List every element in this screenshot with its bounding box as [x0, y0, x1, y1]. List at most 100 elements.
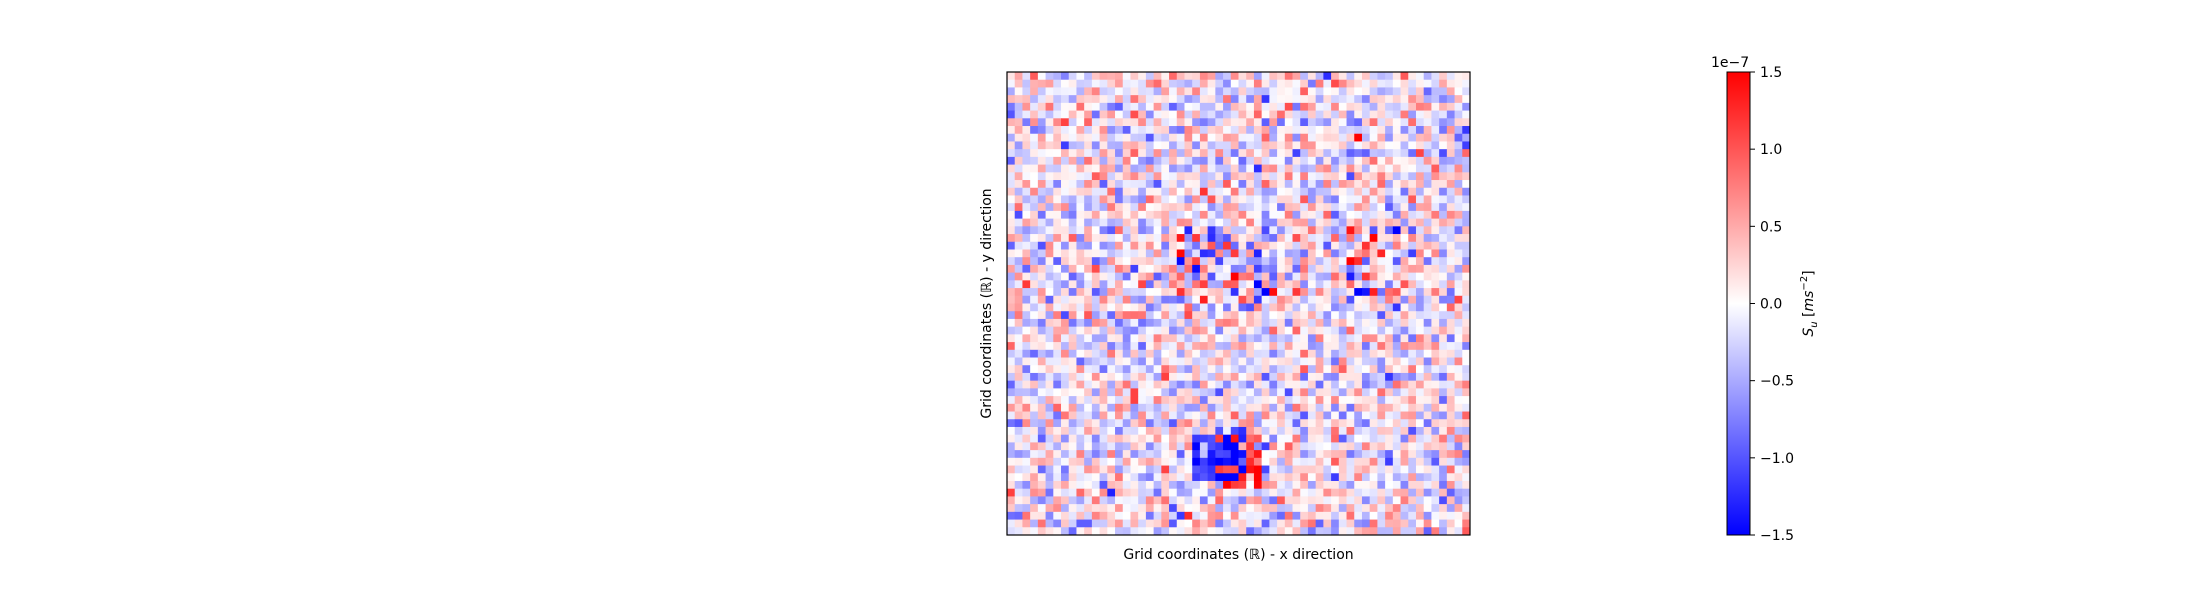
heatmap-cell — [1277, 133, 1286, 142]
heatmap-cell — [1192, 141, 1201, 150]
heatmap-cell — [1439, 465, 1448, 474]
heatmap-cell — [1323, 118, 1332, 127]
heatmap-cell — [1037, 450, 1046, 459]
heatmap-cell — [1431, 457, 1440, 466]
heatmap-cell — [1014, 357, 1023, 366]
heatmap-cell — [1385, 442, 1394, 451]
heatmap-cell — [1068, 257, 1077, 266]
heatmap-cell — [1184, 95, 1193, 104]
heatmap-cell — [1068, 195, 1077, 204]
heatmap-cell — [1145, 342, 1155, 351]
heatmap-cell — [1107, 295, 1116, 304]
heatmap-cell — [1269, 504, 1278, 513]
heatmap-cell — [1277, 342, 1286, 351]
heatmap-cell — [1261, 334, 1270, 343]
heatmap-cell — [1392, 264, 1401, 274]
heatmap-cell — [1454, 365, 1463, 374]
heatmap-cell — [1161, 210, 1170, 220]
heatmap-cell — [1292, 488, 1301, 497]
heatmap-cell — [1431, 372, 1440, 382]
heatmap-cell — [1014, 118, 1023, 127]
heatmap-cell — [1323, 465, 1332, 474]
heatmap-cell — [1169, 488, 1178, 497]
heatmap-cell — [1053, 527, 1062, 536]
heatmap-cell — [1115, 326, 1124, 335]
heatmap-cell — [1431, 102, 1440, 111]
heatmap-cell — [1446, 419, 1455, 428]
heatmap-cell — [1385, 272, 1394, 281]
heatmap-cell — [1207, 457, 1216, 466]
heatmap-cell — [1022, 126, 1031, 135]
heatmap-cell — [1014, 527, 1023, 536]
heatmap-cell — [1346, 342, 1355, 351]
heatmap-cell — [1346, 426, 1355, 436]
heatmap-cell — [1307, 311, 1317, 320]
heatmap-cell — [1361, 434, 1371, 443]
heatmap-cell — [1246, 264, 1255, 274]
colorbar-label-unit-open: [ — [1801, 312, 1817, 322]
heatmap-cell — [1007, 442, 1016, 451]
heatmap-cell — [1176, 473, 1185, 482]
heatmap-cell — [1230, 496, 1239, 505]
heatmap-cell — [1022, 87, 1031, 96]
heatmap-cell — [1007, 126, 1016, 135]
heatmap-cell — [1392, 457, 1401, 466]
heatmap-cell — [1037, 218, 1046, 227]
heatmap-cell — [1022, 203, 1031, 212]
heatmap-cell — [1215, 172, 1224, 181]
heatmap-cell — [1207, 156, 1216, 165]
heatmap-cell — [1284, 288, 1293, 297]
heatmap-cell — [1199, 110, 1209, 119]
heatmap-cell — [1439, 87, 1448, 96]
heatmap-cell — [1331, 357, 1340, 366]
heatmap-cell — [1107, 187, 1116, 196]
heatmap-cell — [1215, 110, 1224, 119]
heatmap-cell — [1331, 396, 1340, 405]
heatmap-cell — [1207, 357, 1216, 366]
heatmap-cell — [1284, 164, 1293, 173]
heatmap-cell — [1315, 126, 1324, 135]
heatmap-cell — [1238, 411, 1247, 420]
heatmap-cell — [1454, 519, 1463, 528]
heatmap-cell — [1207, 272, 1216, 281]
heatmap-cell — [1091, 180, 1100, 189]
heatmap-cell — [1261, 79, 1270, 88]
heatmap-cell — [1385, 226, 1394, 235]
heatmap-cell — [1122, 257, 1131, 266]
heatmap-cell — [1423, 457, 1432, 466]
heatmap-cell — [1307, 450, 1317, 459]
heatmap-cell — [1091, 133, 1100, 142]
heatmap-cell — [1300, 203, 1309, 212]
heatmap-cell — [1199, 241, 1209, 250]
heatmap-cell — [1377, 504, 1386, 513]
heatmap-cell — [1415, 72, 1425, 81]
heatmap-cell — [1176, 403, 1185, 412]
heatmap-cell — [1377, 210, 1386, 220]
heatmap-cell — [1161, 257, 1170, 266]
heatmap-cell — [1423, 95, 1432, 104]
heatmap-cell — [1354, 118, 1363, 127]
heatmap-cell — [1300, 419, 1309, 428]
heatmap-cell — [1446, 457, 1455, 466]
heatmap-cell — [1392, 411, 1401, 420]
heatmap-cell — [1423, 318, 1432, 328]
heatmap-cell — [1014, 349, 1023, 358]
heatmap-cell — [1014, 318, 1023, 328]
heatmap-cell — [1030, 303, 1039, 312]
heatmap-cell — [1223, 365, 1232, 374]
heatmap-cell — [1138, 87, 1147, 96]
heatmap-cell — [1253, 326, 1263, 335]
heatmap-cell — [1176, 419, 1185, 428]
heatmap-cell — [1338, 380, 1347, 389]
heatmap-cell — [1122, 357, 1131, 366]
heatmap-cell — [1115, 133, 1124, 142]
heatmap-cell — [1030, 426, 1039, 436]
heatmap-cell — [1199, 272, 1209, 281]
heatmap-cell — [1122, 434, 1131, 443]
heatmap-cell — [1037, 295, 1046, 304]
heatmap-cell — [1439, 172, 1448, 181]
heatmap-cell — [1223, 257, 1232, 266]
heatmap-cell — [1377, 473, 1386, 482]
heatmap-cell — [1307, 411, 1317, 420]
heatmap-cell — [1346, 203, 1355, 212]
